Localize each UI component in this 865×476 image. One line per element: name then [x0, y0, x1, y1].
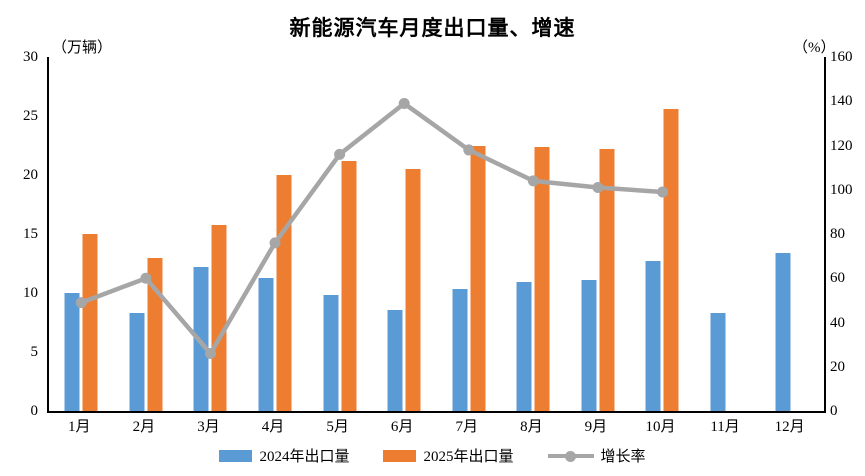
- tick-label: 20: [23, 167, 38, 183]
- x-axis-label: 8月: [520, 419, 543, 435]
- x-axis-label: 11月: [710, 419, 740, 435]
- bar-2025: [470, 145, 486, 411]
- bar-2024: [452, 289, 468, 411]
- bar-2024: [710, 313, 726, 411]
- tick-label: 40: [830, 314, 845, 331]
- tick-label: 5: [30, 344, 39, 360]
- bar-2025: [82, 234, 98, 411]
- chart-title: 新能源汽车月度出口量、增速: [289, 16, 576, 40]
- bar-2025: [341, 160, 357, 411]
- bar-group: [49, 57, 114, 411]
- x-axis-label: 6月: [390, 419, 414, 435]
- tick-label: 0: [30, 403, 39, 419]
- tick-label: 160: [830, 49, 853, 65]
- bar-group: [307, 57, 372, 411]
- bar-group: [501, 57, 566, 411]
- legend-item: 增长率: [547, 445, 646, 466]
- right-axis-unit: （%）: [793, 40, 836, 56]
- legend-line-swatch: [547, 450, 594, 462]
- bar-groups: [49, 57, 824, 411]
- bar-2024: [258, 277, 274, 411]
- x-axis-label: 2月: [132, 419, 156, 435]
- x-axis-label: 9月: [584, 419, 608, 435]
- legend-label: 2025年出口量: [423, 449, 514, 465]
- tick-label: 25: [23, 108, 38, 124]
- bar-2025: [276, 175, 292, 411]
- tick-label: 60: [830, 270, 845, 287]
- x-axis-label: 7月: [455, 419, 479, 435]
- legend-bar-swatch: [383, 449, 417, 462]
- bar-group: [372, 57, 437, 411]
- bar-2025: [599, 149, 615, 411]
- bar-group: [178, 57, 243, 411]
- bar-2024: [775, 252, 791, 411]
- bar-group: [114, 57, 179, 411]
- x-axis-label: 3月: [197, 419, 220, 435]
- bar-2024: [516, 282, 532, 411]
- x-axis-label: 5月: [326, 419, 349, 435]
- x-axis-label: 12月: [774, 419, 805, 435]
- tick-label: 120: [830, 137, 853, 154]
- bar-2024: [193, 267, 209, 411]
- bar-2025: [405, 169, 421, 411]
- bar-group: [566, 57, 631, 411]
- x-axis-label: 1月: [68, 419, 91, 435]
- legend-item: 2024年出口量: [219, 445, 349, 466]
- bar-2024: [129, 313, 145, 411]
- tick-label: 15: [23, 226, 38, 242]
- plot-area: [47, 57, 826, 413]
- left-axis-unit: （万辆）: [52, 40, 113, 56]
- bar-2024: [581, 280, 597, 411]
- legend-bar-swatch: [219, 449, 253, 462]
- legend-item: 2025年出口量: [383, 445, 514, 466]
- tick-label: 30: [23, 49, 38, 65]
- legend: 2024年出口量 2025年出口量 增长率: [0, 445, 865, 466]
- tick-label: 100: [830, 181, 853, 198]
- legend-label: 2024年出口量: [259, 449, 350, 465]
- tick-label: 20: [830, 358, 845, 375]
- bar-2024: [323, 295, 339, 411]
- bar-2024: [645, 261, 661, 411]
- bar-2025: [663, 108, 679, 411]
- tick-label: 80: [830, 226, 845, 242]
- bar-2024: [64, 293, 80, 411]
- legend-label: 增长率: [600, 449, 646, 465]
- x-axis-label: 10月: [645, 419, 676, 435]
- tick-label: 10: [23, 285, 38, 301]
- tick-label: 140: [830, 93, 853, 110]
- bar-2025: [211, 224, 227, 411]
- bar-2025: [147, 257, 163, 411]
- bar-group: [759, 57, 824, 411]
- x-axis-label: 4月: [261, 419, 285, 435]
- bar-group: [243, 57, 308, 411]
- bar-group: [630, 57, 695, 411]
- x-axis-labels: 1月 2月 3月 4月 5月 6月 7月 8月 9月 10月 11月 12月: [47, 415, 822, 436]
- bar-2025: [534, 146, 550, 411]
- bar-group: [436, 57, 501, 411]
- bar-2024: [387, 309, 403, 411]
- bar-group: [695, 57, 760, 411]
- tick-label: 0: [830, 403, 838, 419]
